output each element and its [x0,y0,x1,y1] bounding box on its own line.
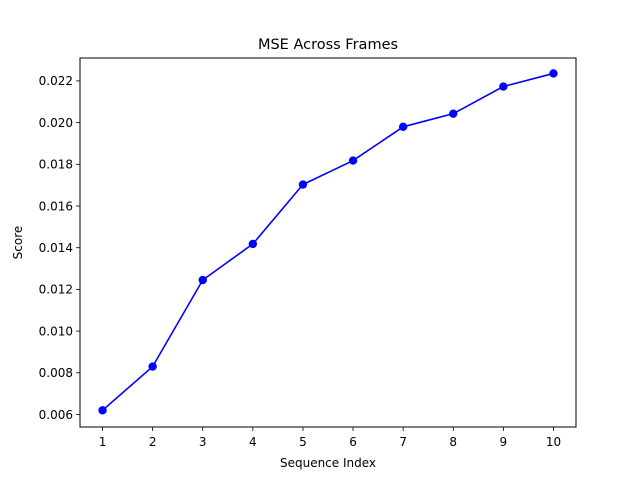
y-axis-ticks: 0.006 0.008 0.010 0.012 0.014 0.016 0.018 0.020… [39,74,80,422]
y-tick-label: 0.020 [39,116,73,130]
data-point [549,69,558,78]
data-point [398,122,408,131]
y-tick-label: 0.022 [39,74,73,88]
x-tick-label: 1 [99,435,107,449]
data-point [499,82,508,91]
y-tick-label: 0.008 [39,366,73,380]
data-point [348,156,358,165]
series-points [98,69,558,415]
x-tick-label: 8 [449,435,457,449]
y-tick-label: 0.018 [39,158,73,172]
data-point [148,362,157,371]
x-tick-label: 5 [299,435,307,449]
x-tick-label: 10 [546,435,561,449]
x-axis-label: Sequence Index [280,456,376,470]
y-tick-label: 0.012 [39,283,73,297]
y-axis-label: Score [11,226,25,260]
x-tick-label: 7 [399,435,407,449]
series-line [102,72,554,411]
y-tick-label: 0.014 [39,241,73,255]
x-tick-label: 3 [199,435,207,449]
data-point [248,239,258,249]
data-point [449,109,458,118]
x-tick-label: 6 [349,435,357,449]
y-tick-label: 0.010 [39,324,73,338]
chart-title: MSE Across Frames [258,37,398,53]
data-point [298,180,308,189]
x-axis-ticks: 1 2 3 4 5 6 7 8 9 10 [99,427,561,449]
plot-frame [79,57,577,428]
x-tick-label: 2 [149,435,157,449]
y-tick-label: 0.006 [39,408,73,422]
data-point [98,406,107,415]
data-point [198,275,207,285]
x-tick-label: 9 [500,435,508,449]
y-tick-label: 0.016 [39,199,73,213]
x-tick-label: 4 [249,435,257,449]
